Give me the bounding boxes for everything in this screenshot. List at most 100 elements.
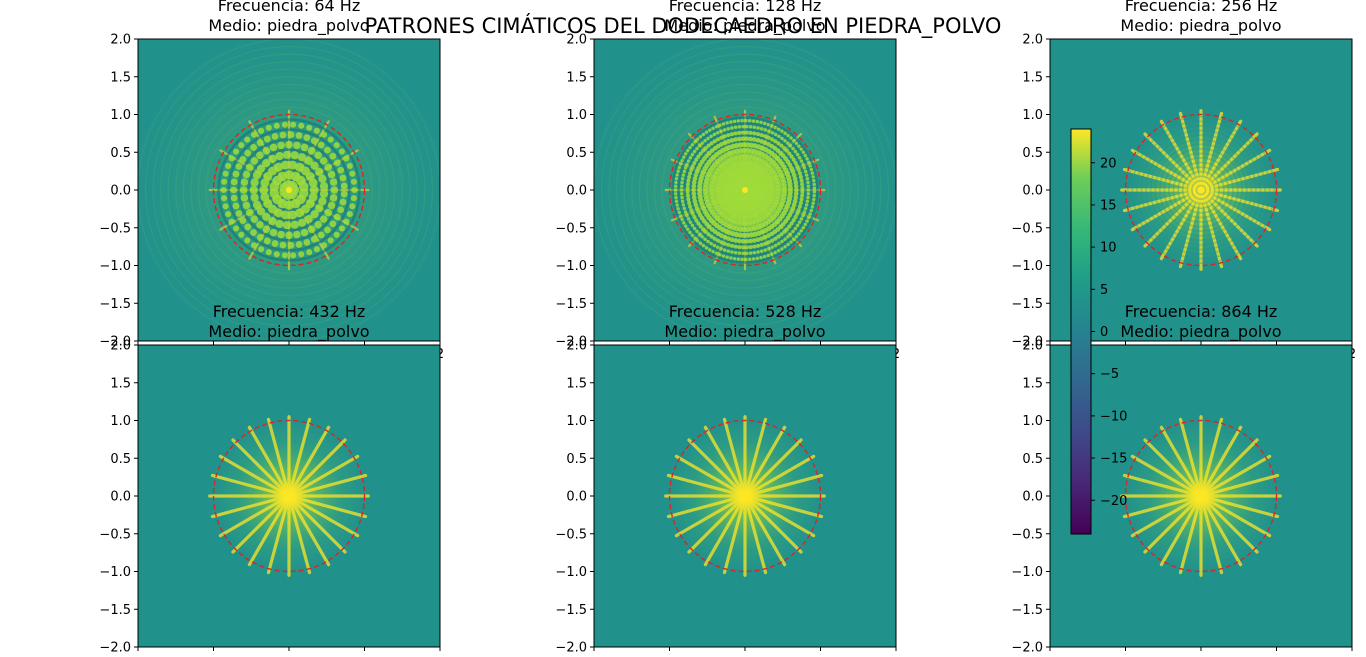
antinode-spot — [694, 218, 699, 223]
antinode-spot — [688, 230, 692, 234]
nodal-ring — [227, 128, 351, 252]
antinode-spot — [781, 183, 788, 190]
antinode-spot — [797, 204, 802, 209]
antinode-spot — [290, 252, 297, 259]
antinode-spot — [290, 121, 297, 128]
antinode-spot — [698, 135, 703, 139]
antinode-spot — [273, 251, 280, 258]
nodal-ray — [703, 494, 747, 567]
antinode-spot — [712, 139, 717, 144]
antinode-spot — [690, 143, 694, 147]
antinode-spot — [314, 220, 322, 229]
antinode-spot — [265, 124, 272, 131]
outer-ripple-ring — [175, 76, 403, 304]
antinode-spot — [712, 243, 717, 248]
antinode-spot — [313, 127, 320, 134]
nodal-ray — [210, 494, 291, 519]
antinode-spot — [246, 163, 254, 172]
nodal-ray — [1199, 188, 1259, 248]
outer-ripple-ring — [616, 61, 874, 319]
antinode-spot — [697, 144, 702, 148]
nodal-ray — [1199, 454, 1272, 498]
subplot-title-medium: Medio: piedra_polvo — [664, 322, 825, 342]
antinode-spot — [784, 227, 789, 232]
antinode-spot — [721, 254, 726, 258]
antinode-spot — [230, 178, 238, 186]
antinode-spot — [307, 147, 316, 155]
antinode-spot — [318, 197, 327, 206]
subplot-title-medium: Medio: piedra_polvo — [208, 16, 369, 36]
antinode-spot — [225, 162, 232, 169]
nodal-ray — [218, 494, 291, 538]
nodal-ray — [1122, 473, 1203, 498]
antinode-spot — [244, 237, 251, 244]
center-node — [1198, 493, 1204, 499]
antinode-spot — [812, 194, 816, 198]
nodal-ring — [237, 138, 341, 242]
antinode-spot — [258, 127, 265, 134]
antinode-spot — [783, 245, 787, 249]
nodal-ray — [1130, 148, 1203, 192]
antinode-spot — [797, 156, 802, 160]
antinode-spot — [262, 225, 271, 233]
antinode-spot — [786, 235, 790, 239]
antinode-spot — [793, 160, 798, 165]
antinode-spot — [256, 139, 264, 147]
antinode-spot — [788, 144, 793, 148]
subplot-title-frequency: Frecuencia: 256 Hz — [1125, 0, 1278, 15]
nodal-ray — [1199, 148, 1272, 192]
antinode-spot — [683, 166, 688, 170]
antinode-spot — [783, 237, 787, 241]
antinode-spot — [712, 236, 717, 241]
antinode-spot — [744, 245, 749, 250]
antinode-spot — [287, 241, 295, 249]
y-tick-label: −1.0 — [555, 565, 587, 580]
colorbar-tick-label: 15 — [1100, 198, 1117, 213]
antinode-spot — [685, 186, 690, 191]
y-tick-label: −1.0 — [1011, 565, 1043, 580]
nodal-ray — [1199, 494, 1259, 554]
nodal-ray — [1159, 494, 1203, 567]
antinode-spot — [303, 134, 311, 141]
antinode-spot — [740, 257, 744, 262]
antinode-spot — [776, 141, 781, 146]
antinode-spot — [811, 201, 815, 205]
antinode-spot — [273, 122, 280, 129]
antinode-spot — [262, 147, 271, 155]
antinode-spot — [756, 243, 761, 248]
antinode-spot — [693, 140, 697, 144]
y-tick-label: 1.0 — [566, 108, 587, 123]
nodal-ring — [1154, 143, 1248, 237]
antinode-spot — [319, 157, 328, 165]
antinode-spot — [755, 120, 759, 124]
antinode-spot — [795, 211, 800, 216]
antinode-spot — [675, 173, 679, 177]
nodal-ray — [287, 438, 347, 498]
antinode-spot — [298, 122, 305, 129]
antinode-spot — [733, 125, 738, 129]
y-tick-label: 1.0 — [110, 108, 131, 123]
antinode-spot — [773, 243, 778, 248]
nodal-ray — [743, 494, 816, 538]
antinode-spot — [306, 124, 313, 131]
antinode-spot — [770, 238, 775, 243]
antinode-spot — [744, 130, 749, 135]
antinode-spot — [799, 159, 804, 163]
antinode-spot — [281, 121, 288, 128]
antinode-spot — [694, 157, 699, 162]
antinode-spot — [314, 151, 322, 160]
antinode-spot — [349, 203, 356, 210]
y-tick-label: −0.5 — [555, 221, 587, 236]
antinode-spot — [786, 242, 790, 247]
antinode-spot — [690, 233, 694, 237]
antinode-spot — [800, 186, 805, 191]
antinode-spot — [263, 237, 271, 245]
antinode-spot — [337, 206, 345, 214]
antinode-spot — [751, 238, 757, 243]
y-tick-label: 1.5 — [110, 376, 131, 391]
cymatic-pattern — [208, 415, 370, 577]
antinode-spot — [679, 188, 684, 192]
